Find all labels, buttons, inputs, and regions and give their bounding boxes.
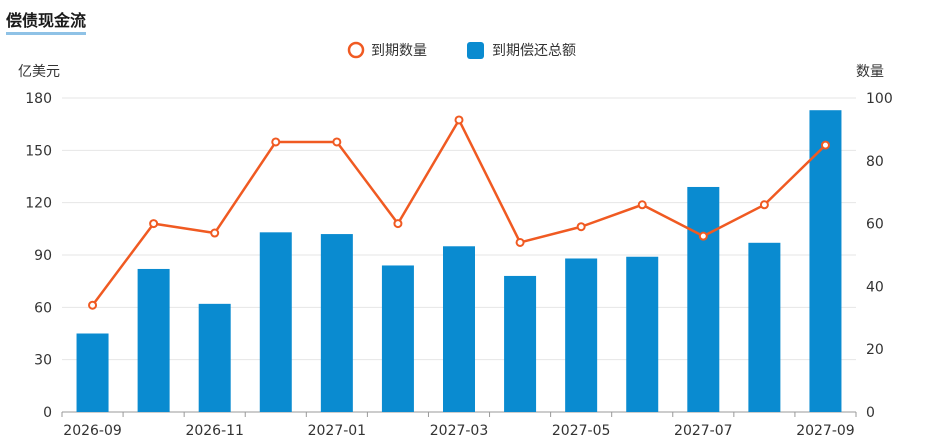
bar — [76, 333, 109, 412]
page-title: 偿债现金流 — [6, 10, 87, 35]
y-left-tick-label: 120 — [25, 196, 52, 212]
y-right-tick-label: 80 — [866, 154, 884, 170]
bar — [259, 232, 292, 412]
bar — [137, 268, 170, 412]
line-point — [637, 200, 647, 210]
line-point — [820, 140, 830, 150]
y-left-tick-label: 90 — [34, 248, 52, 264]
y-left-tick-label: 60 — [34, 300, 52, 316]
bar — [320, 234, 353, 412]
x-tick-label: 2027-03 — [430, 423, 489, 439]
x-tick-label: 2027-05 — [552, 423, 611, 439]
y-right-tick-label: 60 — [866, 217, 884, 233]
line-point — [149, 219, 159, 229]
line-point — [210, 228, 220, 238]
line-point — [576, 222, 586, 232]
bar — [748, 242, 781, 412]
line-point — [88, 300, 98, 310]
line-point — [393, 219, 403, 229]
line-point — [271, 137, 281, 147]
line-point — [759, 200, 769, 210]
bar — [687, 186, 720, 412]
bar — [565, 258, 598, 412]
legend[interactable]: 到期数量 到期偿还总额 — [347, 41, 576, 59]
x-tick-label: 2027-09 — [796, 423, 855, 439]
bar — [626, 256, 659, 412]
line-point — [332, 137, 342, 147]
bar-series — [76, 110, 842, 412]
y-left-tick-label: 30 — [34, 353, 52, 369]
legend-label: 到期数量 — [371, 43, 427, 59]
legend-item-bar[interactable]: 到期偿还总额 — [467, 42, 576, 59]
x-tick-label: 2027-01 — [308, 423, 367, 439]
bar — [504, 275, 537, 412]
line-point — [515, 237, 525, 247]
x-tick-label: 2027-07 — [674, 423, 733, 439]
line-point — [454, 115, 464, 125]
bar — [198, 303, 231, 412]
y-right-axis-title: 数量 — [856, 64, 884, 80]
y-right-tick-label: 40 — [866, 279, 884, 295]
legend-marker — [467, 42, 484, 59]
legend-marker — [347, 41, 365, 59]
x-tick-label: 2026-11 — [185, 423, 244, 439]
line-point — [698, 231, 708, 241]
y-left-tick-label: 150 — [25, 143, 52, 159]
y-left-tick-label: 0 — [43, 405, 52, 421]
y-left-tick-label: 180 — [25, 91, 52, 107]
y-right-tick-label: 100 — [866, 91, 893, 107]
legend-label: 到期偿还总额 — [492, 43, 576, 59]
axes: 0 30 60 90 120 150 180 0 20 40 60 80 100 亿美元 数量 2026-09… — [18, 64, 893, 439]
y-right-tick-label: 0 — [866, 405, 875, 421]
bar — [381, 265, 414, 412]
legend-item-line[interactable]: 到期数量 — [347, 41, 427, 59]
bar — [443, 246, 475, 412]
y-right-tick-label: 20 — [866, 342, 884, 358]
bar — [809, 110, 842, 412]
line-series — [88, 115, 830, 310]
x-tick-label: 2026-09 — [63, 423, 122, 439]
y-left-axis-title: 亿美元 — [18, 64, 60, 80]
